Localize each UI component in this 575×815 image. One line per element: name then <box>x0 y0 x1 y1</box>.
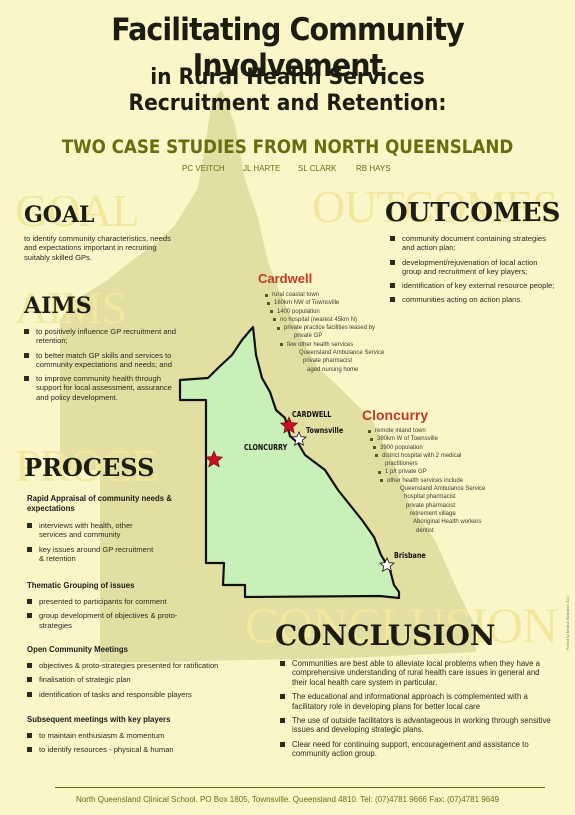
cloncurry-detail: hospital pharmacist <box>404 494 456 501</box>
conclusion-heading: CONCLUSION <box>275 619 496 652</box>
cardwell-detail: private pharmacist <box>303 358 353 365</box>
townsville-star-icon <box>290 430 308 447</box>
cardwell-heading: Cardwell <box>258 271 313 286</box>
outcomes-ghost-text: OUTCOMES <box>312 181 558 232</box>
author-4: RB HAYS <box>356 164 391 173</box>
cardwell-detail: few other health services <box>280 341 415 349</box>
cardwell-detail: 1400 population <box>270 308 415 316</box>
aims-item: to improve community health through supp… <box>24 374 176 402</box>
poster-title-line2: in Rural Health Services <box>150 65 425 90</box>
cloncurry-detail: 3900 population <box>373 444 538 452</box>
cloncurry-detail: private pharmacist <box>406 502 456 509</box>
cardwell-detail: Queensland Ambulance Service <box>299 350 385 357</box>
footer-divider <box>55 787 545 788</box>
aims-item: to better match GP skills and services t… <box>24 351 176 370</box>
cloncurry-detail: remote inland town <box>368 427 538 435</box>
brisbane-star-icon <box>378 556 396 573</box>
cardwell-detail: no hospital (nearest 45km N) <box>273 316 415 324</box>
process-group-title: Thematic Grouping of issues <box>27 581 135 590</box>
conclusion-ghost-text: CONCLUSION <box>245 597 558 653</box>
conclusion-item: The educational and informational approa… <box>280 692 555 711</box>
map-label-townsville: Townsville <box>306 426 344 435</box>
process-item: group development of objectives & proto-… <box>27 611 202 630</box>
cardwell-details: rural coastal town 160km NW of Townsvill… <box>265 291 415 374</box>
process-group-list: presented to participants for comment gr… <box>27 597 202 635</box>
outcomes-list: community document containing strategies… <box>390 234 555 310</box>
outcomes-item: communities acting on action plans. <box>390 295 555 304</box>
print-credit: Printed by Medical Illustration JCU <box>566 596 570 651</box>
author-2: JL HARTE <box>243 164 281 173</box>
process-group-list: interviews with health, other services a… <box>27 521 155 568</box>
map-label-cloncurry: CLONCURRY <box>244 443 288 452</box>
footer-address: North Queensland Clinical School. PO Box… <box>75 795 500 804</box>
cardwell-star-icon <box>279 416 299 434</box>
conclusion-list: Communities are best able to alleviate l… <box>280 659 555 764</box>
cardwell-detail: aged nursing home <box>307 366 359 373</box>
author-1: PC VEITCH <box>182 164 225 173</box>
aims-list: to positively influence GP recruitment a… <box>24 327 176 407</box>
outcomes-heading: OUTCOMES <box>385 198 561 228</box>
process-item: finalisation of strategic plan <box>27 675 247 684</box>
cloncurry-detail: district hospital with 2 medical <box>375 452 538 460</box>
conclusion-item: Communities are best able to alleviate l… <box>280 659 555 687</box>
poster-title: Facilitating Community Involvement <box>111 12 464 84</box>
process-ghost-text: PROCE <box>15 440 159 491</box>
cloncurry-heading: Cloncurry <box>362 407 429 423</box>
cloncurry-detail: dentist <box>416 527 434 534</box>
process-item: objectives & proto-strategies presented … <box>27 661 247 670</box>
aims-item: to positively influence GP recruitment a… <box>24 327 176 346</box>
process-group-title: Subsequent meetings with key players <box>27 715 171 724</box>
process-group-title: Rapid Appraisal of community needs & exp… <box>27 494 172 513</box>
poster-title-line3: Recruitment and Retention: <box>128 91 447 116</box>
process-group-list: to maintain enthusiasm & momentum to ide… <box>27 731 227 760</box>
process-group-list: objectives & proto-strategies presented … <box>27 661 247 704</box>
cloncurry-detail: 1 p/t private GP <box>378 468 538 476</box>
process-item: key issues around GP recruitment & reten… <box>27 545 155 564</box>
outcomes-item: development/rejuvenation of local action… <box>390 258 555 277</box>
process-item: presented to participants for comment <box>27 597 202 606</box>
map-label-brisbane: Brisbane <box>394 551 426 560</box>
aims-ghost-text: AIMS <box>15 282 127 333</box>
cloncurry-detail: 380km W of Townsville <box>370 435 538 443</box>
cloncurry-detail: Aboriginal Health workers <box>413 519 482 526</box>
goal-text: to identify community characteristics, n… <box>24 234 171 262</box>
cloncurry-detail: retirement village <box>410 510 456 517</box>
cloncurry-details: remote inland town 380km W of Townsville… <box>368 427 538 535</box>
process-heading: PROCESS <box>24 453 155 482</box>
map-label-cardwell: CARDWELL <box>292 410 332 419</box>
cloncurry-star-icon <box>204 450 224 468</box>
poster-subtitle: TWO CASE STUDIES FROM NORTH QUEENSLAND <box>61 136 514 158</box>
cloncurry-detail: practitioners <box>385 461 418 468</box>
cardwell-detail: private GP <box>294 333 323 340</box>
outcomes-item: identification of key external resource … <box>390 281 555 290</box>
process-group-title: Open Community Meetings <box>27 645 128 654</box>
goal-heading: GOAL <box>24 202 95 228</box>
goal-ghost-text: GOAL <box>15 185 140 236</box>
conclusion-item: Clear need for continuing support, encou… <box>280 740 555 759</box>
process-item: to identify resources - physical & human <box>27 745 227 754</box>
author-3: SL CLARK <box>298 164 337 173</box>
aims-heading: AIMS <box>24 293 92 319</box>
process-item: identification of tasks and responsible … <box>27 690 247 699</box>
cloncurry-detail: other health services include <box>380 477 538 485</box>
cardwell-detail: 160km NW of Townsville <box>267 299 415 307</box>
cardwell-detail: private practice facilities leased by <box>277 324 415 332</box>
cloncurry-detail: Queensland Ambulance Service <box>400 486 486 493</box>
outcomes-item: community document containing strategies… <box>390 234 555 253</box>
process-item: to maintain enthusiasm & momentum <box>27 731 227 740</box>
cardwell-detail: rural coastal town <box>265 291 415 299</box>
process-item: interviews with health, other services a… <box>27 521 155 540</box>
conclusion-item: The use of outside facilitators is advan… <box>280 716 555 735</box>
